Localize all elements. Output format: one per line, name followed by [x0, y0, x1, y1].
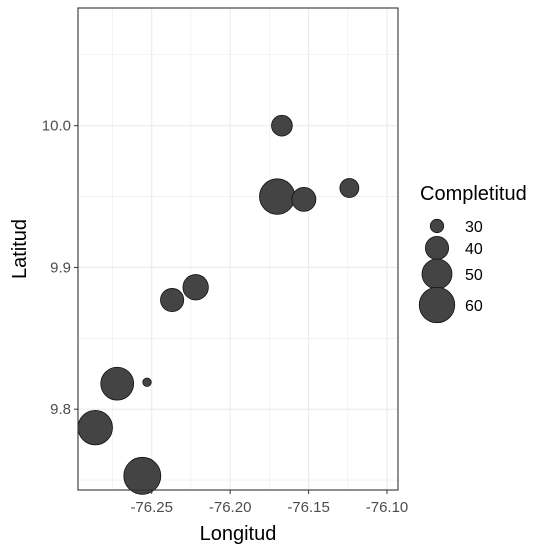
y-tick-label: 10.0: [42, 118, 71, 135]
x-tick-label: -76.20: [209, 499, 252, 516]
x-tick-label: -76.10: [366, 499, 409, 516]
legend-item-label: 30: [465, 219, 483, 236]
y-tick-label: 9.9: [50, 259, 71, 276]
data-point: [160, 288, 185, 313]
x-axis-title: Longitud: [200, 523, 277, 545]
data-point: [77, 409, 113, 446]
data-point: [182, 274, 209, 301]
legend-key-circle: [429, 218, 445, 234]
y-axis-title: Latitud: [9, 219, 31, 279]
legend-key-circle: [424, 235, 450, 261]
plot-panel-border: [77, 7, 399, 491]
data-point: [142, 377, 152, 387]
y-axis: 9.8 9.9 10.0: [42, 118, 78, 418]
data-point: [339, 178, 360, 198]
x-tick-label: -76.25: [130, 499, 173, 516]
data-point: [123, 456, 162, 495]
grid-lines: [78, 8, 398, 490]
data-point: [271, 114, 293, 137]
legend-items: 30 40 50 60: [418, 218, 483, 324]
legend: Completitud 30 40 50 60: [418, 183, 527, 324]
x-axis: -76.25 -76.20 -76.15 -76.10: [130, 490, 408, 516]
data-point: [259, 178, 296, 215]
legend-item-label: 60: [465, 298, 483, 315]
x-tick-label: -76.15: [287, 499, 330, 516]
data-points: [77, 114, 360, 495]
legend-item-label: 40: [465, 241, 483, 258]
data-point: [100, 366, 135, 401]
legend-key-circle: [418, 286, 456, 324]
legend-title: Completitud: [420, 183, 527, 205]
y-tick-label: 9.8: [50, 401, 71, 418]
legend-item-label: 50: [465, 267, 483, 284]
data-point: [291, 186, 317, 212]
legend-key-circle: [421, 258, 453, 290]
